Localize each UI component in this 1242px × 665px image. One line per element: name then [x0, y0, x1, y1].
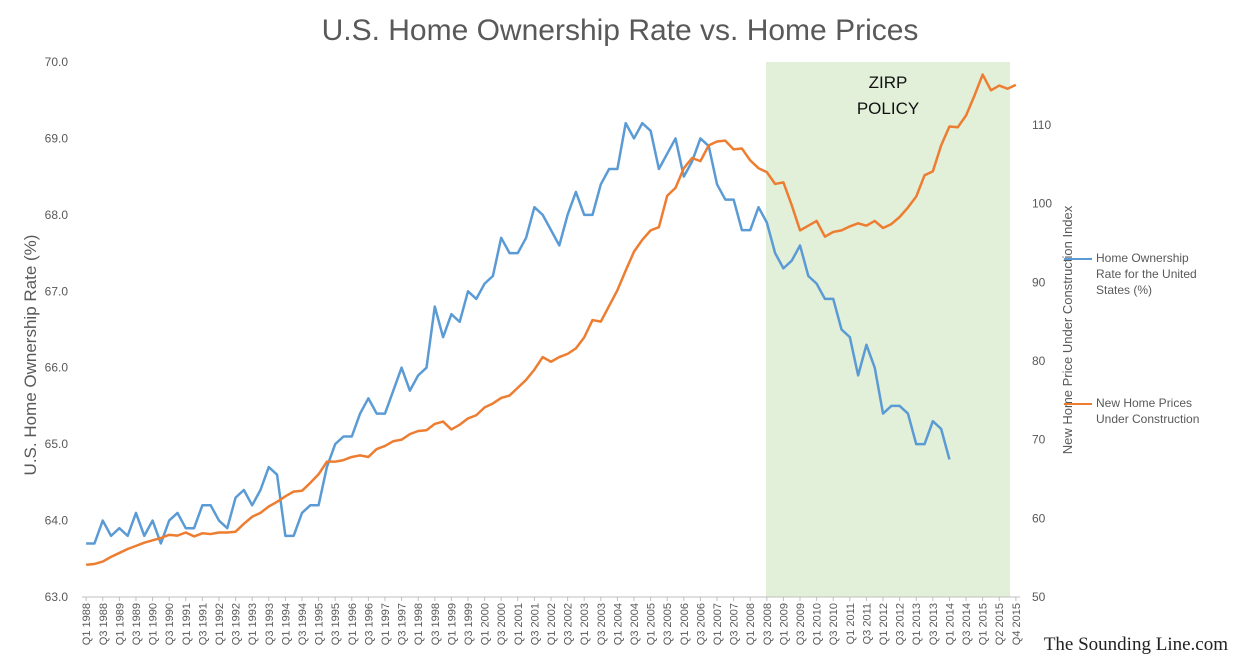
- x-tick-label: Q1 1999: [446, 603, 458, 645]
- x-tick-label: Q1 2002: [546, 603, 558, 645]
- x-tick-label: Q4 2015: [1011, 603, 1023, 645]
- x-tick-label: Q1 1991: [181, 603, 193, 645]
- x-tick-label: Q1 1995: [314, 603, 326, 645]
- x-tick-label: Q1 2015: [978, 603, 990, 645]
- y-tick-label: 64.0: [45, 514, 69, 528]
- y-axis-title: U.S. Home Ownership Rate (%): [21, 235, 40, 476]
- x-tick-label: Q3 2007: [729, 603, 741, 645]
- y-tick-label: 63.0: [45, 590, 69, 604]
- x-tick-label: Q1 2007: [712, 603, 724, 645]
- x-tick-label: Q1 2014: [944, 603, 956, 645]
- x-tick-label: Q1 2012: [878, 603, 890, 645]
- x-tick-label: Q1 1988: [81, 603, 93, 645]
- x-tick-label: Q3 2004: [629, 603, 641, 645]
- x-tick-label: Q1 2004: [612, 603, 624, 645]
- series-line: [86, 73, 1017, 566]
- x-tick-label: Q1 2013: [911, 603, 923, 645]
- x-tick-label: Q3 2005: [662, 603, 674, 645]
- x-tick-label: Q3 1992: [231, 603, 243, 645]
- legend-entry: Home Ownership Rate for the United State…: [1064, 250, 1216, 298]
- x-tick-label: Q1 2011: [845, 603, 857, 644]
- y2-tick-label: 100: [1032, 197, 1052, 211]
- zirp-region: [765, 62, 1011, 597]
- x-tick-label: Q3 2011: [861, 603, 873, 644]
- legend-swatch: [1064, 403, 1092, 405]
- x-tick-label: Q1 2010: [812, 603, 824, 645]
- x-tick-label: Q1 1996: [347, 603, 359, 645]
- x-tick-label: Q1 2000: [480, 603, 492, 645]
- x-tick-label: Q3 2013: [928, 603, 940, 645]
- x-tick-label: Q3 2008: [762, 603, 774, 645]
- x-tick-label: Q1 1989: [114, 603, 126, 645]
- x-tick-label: Q3 1995: [330, 603, 342, 645]
- legend-label: Home Ownership Rate for the United State…: [1096, 251, 1197, 297]
- y2-tick-label: 110: [1032, 118, 1051, 132]
- x-tick-label: Q3 1993: [264, 603, 276, 645]
- x-tick-label: Q3 2001: [529, 603, 541, 645]
- legend-swatch: [1064, 258, 1092, 260]
- x-tick-label: Q3 1991: [197, 603, 209, 645]
- x-tick-label: Q3 2003: [596, 603, 608, 645]
- x-tick-label: Q1 2001: [513, 603, 525, 645]
- y2-tick-label: 60: [1032, 511, 1046, 525]
- x-tick-label: Q1 2009: [778, 603, 790, 645]
- x-tick-label: Q3 1997: [397, 603, 409, 645]
- y2-tick-label: 70: [1032, 433, 1046, 447]
- y2-tick-label: 90: [1032, 275, 1046, 289]
- x-tick-label: Q3 1990: [164, 603, 176, 645]
- x-tick-label: Q1 2006: [679, 603, 691, 645]
- x-tick-label: Q3 1999: [463, 603, 475, 645]
- x-tick-label: Q2 2015: [994, 603, 1006, 645]
- y-tick-label: 66.0: [45, 361, 69, 375]
- y2-tick-label: 50: [1032, 590, 1046, 604]
- x-tick-label: Q1 1993: [247, 603, 259, 645]
- y2-tick-label: 80: [1032, 354, 1046, 368]
- y-tick-label: 69.0: [45, 131, 69, 145]
- annotation-text: ZIRP: [869, 73, 908, 92]
- x-tick-label: Q3 1994: [297, 603, 309, 645]
- x-tick-label: Q1 1992: [214, 603, 226, 645]
- x-tick-label: Q1 2003: [579, 603, 591, 645]
- chart-title: U.S. Home Ownership Rate vs. Home Prices: [322, 14, 919, 47]
- x-tick-label: Q3 2006: [695, 603, 707, 645]
- x-tick-label: Q3 2000: [496, 603, 508, 645]
- x-tick-label: Q1 2005: [646, 603, 658, 645]
- y-tick-label: 65.0: [45, 437, 69, 451]
- x-tick-label: Q3 1989: [131, 603, 143, 645]
- x-tick-label: Q3 2014: [961, 603, 973, 645]
- x-tick-label: Q3 2012: [895, 603, 907, 645]
- legend-label: New Home Prices Under Construction: [1096, 396, 1200, 426]
- x-tick-label: Q1 2008: [745, 603, 757, 645]
- y-tick-label: 70.0: [45, 55, 69, 69]
- legend-entry: New Home Prices Under Construction: [1064, 395, 1216, 427]
- x-tick-label: Q3 1996: [363, 603, 375, 645]
- y-tick-label: 68.0: [45, 208, 69, 222]
- y-tick-label: 67.0: [45, 284, 69, 298]
- x-tick-label: Q1 1997: [380, 603, 392, 645]
- watermark: The Sounding Line.com: [1044, 634, 1228, 655]
- x-tick-label: Q3 2010: [828, 603, 840, 645]
- x-tick-label: Q1 1990: [148, 603, 160, 645]
- x-tick-label: Q1 1998: [413, 603, 425, 645]
- x-tick-label: Q3 2002: [563, 603, 575, 645]
- x-tick-label: Q1 1994: [280, 603, 292, 645]
- series-line: [86, 121, 951, 545]
- y2-axis-title: New Home Price Under Construction Index: [1060, 205, 1075, 454]
- x-tick-label: Q3 1998: [430, 603, 442, 645]
- x-tick-label: Q3 1988: [98, 603, 110, 645]
- annotation-text: POLICY: [857, 99, 919, 118]
- x-tick-label: Q3 2009: [795, 603, 807, 645]
